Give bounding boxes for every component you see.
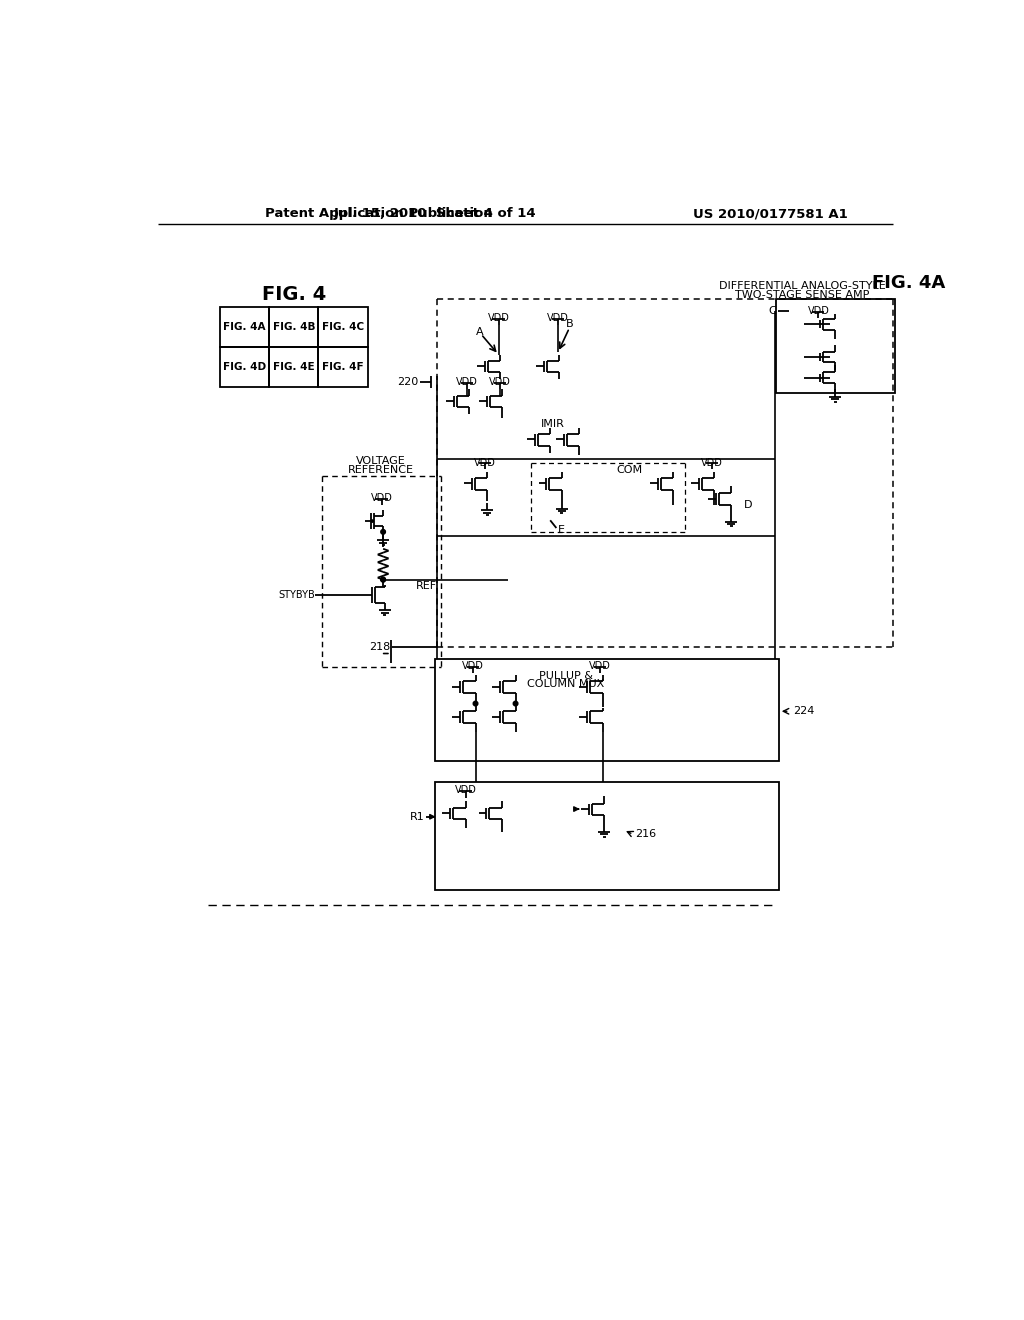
Bar: [220, 347, 269, 387]
Text: VDD: VDD: [474, 458, 496, 467]
Text: Jul. 15, 2010  Sheet 4 of 14: Jul. 15, 2010 Sheet 4 of 14: [334, 207, 536, 220]
Bar: [269, 308, 318, 347]
Text: US 2010/0177581 A1: US 2010/0177581 A1: [692, 207, 848, 220]
Bar: [435, 781, 779, 890]
Text: FIG. 4F: FIG. 4F: [323, 362, 364, 372]
Text: 216: 216: [635, 829, 656, 840]
Text: STYBYB: STYBYB: [279, 590, 315, 601]
Text: VDD: VDD: [456, 378, 478, 388]
Circle shape: [381, 577, 385, 582]
Text: VDD: VDD: [808, 306, 830, 315]
Text: COLUMN MUX: COLUMN MUX: [527, 680, 604, 689]
Circle shape: [381, 577, 385, 582]
Text: 224: 224: [793, 706, 814, 717]
Text: D: D: [743, 500, 752, 510]
Text: VDD: VDD: [701, 458, 723, 467]
Text: DIFFERENTIAL ANALOG-STYLE: DIFFERENTIAL ANALOG-STYLE: [719, 281, 886, 292]
Text: PULLUP &: PULLUP &: [539, 671, 593, 681]
Circle shape: [371, 520, 374, 523]
Text: FIG. 4C: FIG. 4C: [322, 322, 365, 333]
Text: Patent Application Publication: Patent Application Publication: [265, 207, 494, 220]
Text: FIG. 4A: FIG. 4A: [223, 322, 266, 333]
Text: 220: 220: [397, 376, 419, 387]
Text: VDD: VDD: [455, 785, 476, 795]
Text: REF: REF: [416, 581, 437, 591]
Circle shape: [513, 701, 518, 706]
Text: VDD: VDD: [487, 313, 510, 323]
Text: R1: R1: [410, 812, 425, 822]
Text: FIG. 4D: FIG. 4D: [223, 362, 266, 372]
Bar: [220, 308, 269, 347]
Text: A: A: [475, 326, 483, 337]
Bar: [776, 300, 895, 393]
Text: VDD: VDD: [590, 661, 611, 671]
Text: REFERENCE: REFERENCE: [348, 465, 414, 475]
Text: B: B: [565, 319, 573, 329]
Text: FIG. 4A: FIG. 4A: [872, 275, 945, 292]
Text: TWO-STAGE SENSE AMP: TWO-STAGE SENSE AMP: [735, 290, 869, 301]
Bar: [318, 308, 368, 347]
Text: FIG. 4B: FIG. 4B: [272, 322, 315, 333]
Text: C: C: [769, 306, 776, 315]
Text: FIG. 4E: FIG. 4E: [273, 362, 314, 372]
Text: FIG. 4: FIG. 4: [262, 285, 326, 304]
Text: E: E: [558, 524, 565, 535]
Text: COM: COM: [616, 465, 643, 475]
Text: 218: 218: [370, 643, 391, 652]
Bar: [269, 347, 318, 387]
Text: VDD: VDD: [489, 378, 511, 388]
Text: VDD: VDD: [371, 492, 392, 503]
Circle shape: [381, 529, 385, 535]
Circle shape: [473, 701, 478, 706]
Bar: [318, 347, 368, 387]
Text: IMIR: IMIR: [541, 418, 564, 429]
Text: VOLTAGE: VOLTAGE: [356, 455, 407, 466]
Text: VDD: VDD: [547, 313, 569, 323]
Bar: [435, 659, 779, 762]
Text: VDD: VDD: [462, 661, 484, 671]
